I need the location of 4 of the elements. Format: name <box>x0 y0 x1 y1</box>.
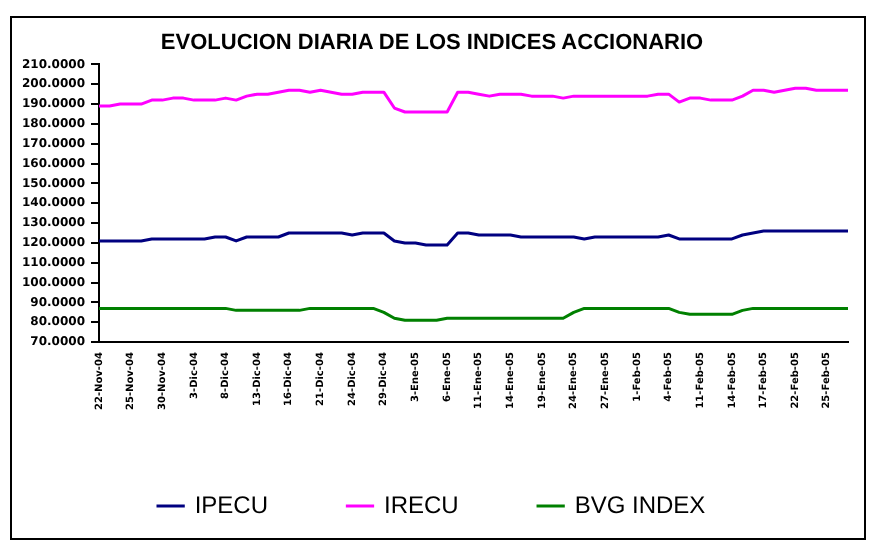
chart-title: EVOLUCION DIARIA DE LOS INDICES ACCIONARIO <box>160 31 705 56</box>
legend-label: IRECU <box>383 490 459 519</box>
legend-label: BVG INDEX <box>574 490 706 519</box>
legend-label: IPECU <box>194 490 269 519</box>
